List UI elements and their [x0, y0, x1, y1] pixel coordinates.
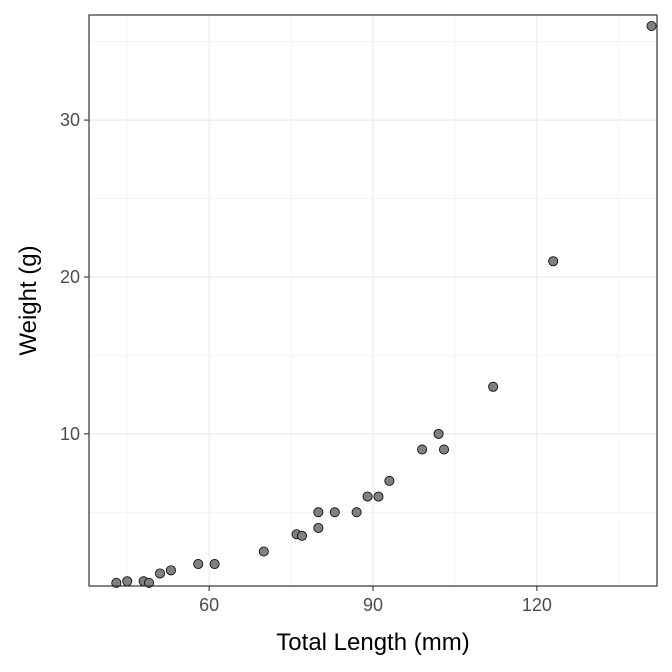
data-point: [258, 546, 269, 557]
data-point: [384, 475, 395, 486]
data-point: [111, 577, 122, 588]
data-point: [417, 444, 428, 455]
data-point: [351, 507, 362, 518]
data-point: [488, 381, 499, 392]
x-tick-label: 120: [522, 595, 552, 615]
data-point: [313, 507, 324, 518]
y-tick-label: 10: [60, 424, 80, 444]
data-point: [296, 530, 307, 541]
y-tick-label: 30: [60, 110, 80, 130]
data-point: [373, 491, 384, 502]
x-axis-ticks: 60 90 120: [199, 586, 552, 615]
data-point: [362, 491, 373, 502]
x-axis-title: Total Length (mm): [276, 629, 469, 656]
major-gridlines: [89, 15, 657, 586]
data-point: [433, 428, 444, 439]
data-point: [154, 568, 165, 579]
x-tick-label: 90: [363, 595, 383, 615]
data-point: [193, 559, 204, 570]
data-point: [165, 565, 176, 576]
y-axis-title: Weight (g): [15, 245, 42, 355]
data-point: [209, 559, 220, 570]
y-axis-ticks: 10 20 30: [60, 110, 89, 444]
data-point: [329, 507, 340, 518]
data-point: [548, 256, 559, 267]
data-point: [144, 577, 155, 588]
data-point: [646, 20, 657, 31]
data-point: [313, 522, 324, 533]
data-point: [438, 444, 449, 455]
x-tick-label: 60: [199, 595, 219, 615]
y-tick-label: 20: [60, 267, 80, 287]
data-point: [122, 576, 133, 587]
